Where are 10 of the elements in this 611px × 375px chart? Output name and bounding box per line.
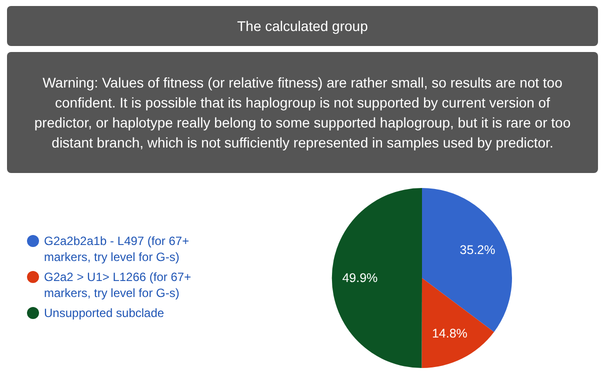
legend-label: G2a2b2a1b - L497 (for 67+ markers, try level for G-s): [44, 234, 190, 264]
data-label: 49.9%: [342, 270, 378, 285]
pie-slice: [332, 188, 422, 368]
legend-label: Unsupported subclade: [44, 306, 164, 320]
chart-title: The calculated group: [237, 18, 368, 34]
legend-label: G2a2 > U1> L1266 (for 67+ markers, try level for G-s): [44, 270, 192, 300]
pie-slice: [422, 278, 494, 368]
data-label: 35.2%: [460, 243, 496, 258]
data-label: 14.8%: [432, 326, 468, 341]
text: Warning: Values of fitness (or relative fitness) are rather small, so results are not too confident. It is possible that its haplogroup is not supported by current version of predictor, or haplotype really belong to some supported haplogroup, but it is rare or too distant branch, which is not sufficiently represented in samples used by predictor.: [34, 74, 571, 150]
